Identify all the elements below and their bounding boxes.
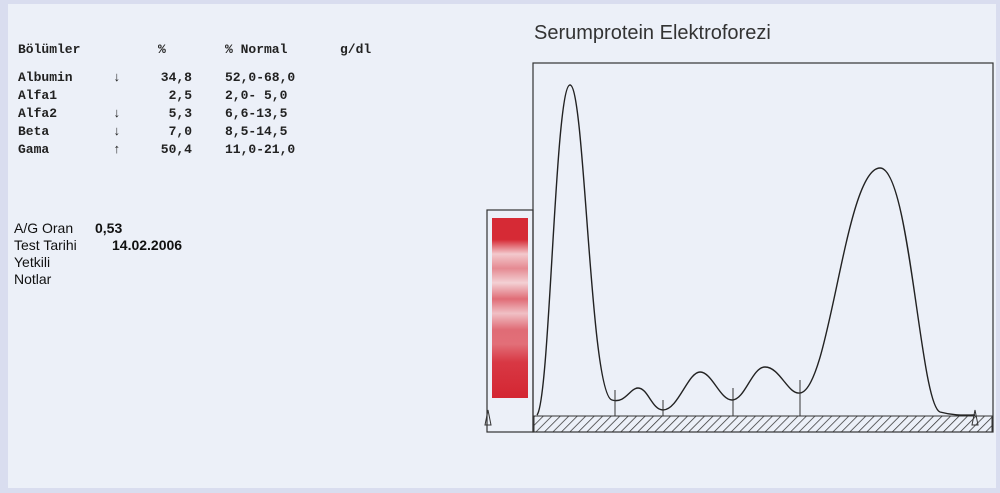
- fraction-dividers: [615, 380, 800, 416]
- baseline-strip: [534, 416, 992, 432]
- page: Bölümler%% Normalg/dlAlbumin↓34,852,0-68…: [0, 0, 1000, 493]
- electrophoresis-graph: [0, 0, 1000, 493]
- gel-strip: [492, 218, 528, 398]
- start-marker: [485, 410, 491, 425]
- densitometry-curve: [537, 85, 975, 415]
